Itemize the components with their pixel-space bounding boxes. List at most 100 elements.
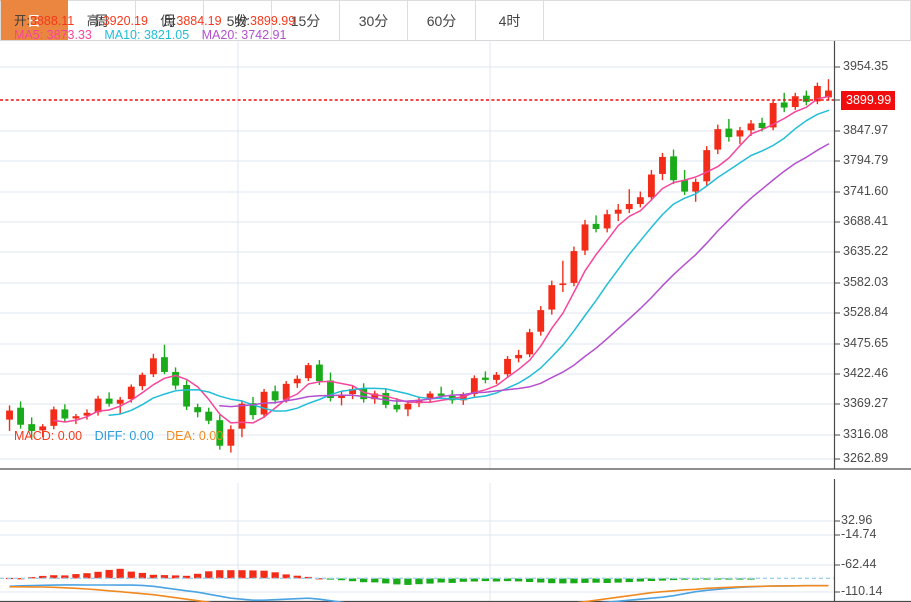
macd-histogram-bar [149, 574, 157, 579]
candle-body [758, 122, 766, 128]
candle[interactable] [216, 415, 224, 450]
candle-body [183, 385, 191, 407]
tab-3[interactable]: 5分 [204, 0, 272, 40]
candle[interactable] [670, 149, 677, 185]
macd-histogram-bar [360, 578, 368, 583]
tab-1[interactable]: 周 [68, 0, 136, 40]
candle-body [83, 412, 91, 416]
candle[interactable] [238, 401, 246, 438]
candle[interactable] [39, 424, 47, 438]
macd-histogram-bar [437, 578, 445, 583]
candle[interactable] [227, 425, 235, 453]
macd-histogram-bar [559, 578, 567, 584]
candle-body [592, 223, 600, 229]
candle-body [526, 332, 534, 355]
candle[interactable] [149, 353, 157, 378]
candle[interactable] [493, 371, 500, 384]
candle[interactable] [72, 413, 80, 425]
macd-histogram-bar [94, 571, 102, 579]
candle[interactable] [83, 409, 91, 420]
candle[interactable] [404, 401, 412, 417]
candle[interactable] [304, 362, 312, 382]
candle[interactable] [681, 169, 689, 195]
macd-histogram-bar [260, 570, 268, 579]
tab-7[interactable]: 4时 [476, 0, 544, 40]
candle-body [238, 403, 246, 429]
candle[interactable] [271, 385, 279, 404]
candle[interactable] [725, 118, 733, 142]
candle[interactable] [315, 360, 323, 386]
candle[interactable] [592, 215, 600, 233]
candle-body [127, 386, 135, 400]
macd-histogram-bar [382, 578, 390, 584]
candle[interactable] [382, 388, 390, 409]
candle[interactable] [327, 372, 334, 402]
candle[interactable] [515, 349, 523, 363]
candle[interactable] [559, 260, 567, 292]
candle[interactable] [138, 372, 146, 391]
candle-body [769, 103, 777, 128]
macd-histogram-bar [39, 575, 47, 579]
candle-body [647, 174, 655, 198]
macd-histogram-bar [216, 570, 224, 579]
candle[interactable] [94, 395, 102, 416]
candle-body [780, 102, 788, 108]
candle[interactable] [581, 219, 589, 256]
candle[interactable] [659, 152, 666, 181]
candle-body [681, 180, 689, 192]
candle[interactable] [293, 375, 301, 388]
candle[interactable] [426, 391, 434, 403]
candle[interactable] [183, 380, 191, 410]
candle[interactable] [205, 407, 213, 425]
candle[interactable] [6, 405, 13, 431]
tab-6[interactable]: 60分 [408, 0, 476, 40]
candle[interactable] [625, 189, 633, 214]
candle[interactable] [28, 417, 36, 439]
candle[interactable] [802, 90, 810, 106]
candle[interactable] [714, 124, 722, 155]
tab-5[interactable]: 30分 [340, 0, 408, 40]
tab-2[interactable]: 月 [136, 0, 204, 40]
candle-body [603, 214, 611, 229]
candle[interactable] [338, 391, 345, 406]
macd-histogram-bar [315, 578, 323, 580]
candle[interactable] [17, 401, 25, 429]
candle[interactable] [504, 356, 511, 378]
candle[interactable] [61, 404, 69, 422]
candle[interactable] [105, 392, 113, 407]
candle[interactable] [481, 371, 489, 384]
candle[interactable] [249, 396, 257, 420]
candle[interactable] [780, 92, 788, 113]
ma20-line [219, 143, 830, 408]
candle[interactable] [603, 209, 611, 233]
macd-histogram-bar [371, 578, 379, 583]
candle[interactable] [614, 204, 622, 222]
candle-body [249, 403, 257, 416]
candle[interactable] [570, 246, 578, 287]
macd-histogram-bar [138, 572, 146, 579]
candle[interactable] [692, 178, 700, 202]
candle[interactable] [548, 280, 556, 315]
candle[interactable] [703, 146, 711, 186]
candle-body [227, 429, 235, 446]
candle[interactable] [537, 306, 545, 336]
tab-4[interactable]: 15分 [272, 0, 340, 40]
macd-histogram-bar [393, 578, 401, 585]
candle[interactable] [791, 92, 799, 110]
candle[interactable] [636, 191, 644, 208]
macd-histogram-bar [614, 578, 622, 583]
candle-body [360, 388, 368, 400]
candle[interactable] [50, 406, 58, 430]
candle[interactable] [736, 126, 744, 144]
candle[interactable] [371, 390, 379, 404]
kline-chart-canvas[interactable] [0, 41, 911, 602]
candle[interactable] [161, 344, 168, 375]
candle-body [105, 398, 113, 404]
candle[interactable] [172, 367, 179, 390]
tab-0[interactable]: 日 [0, 0, 68, 40]
candle[interactable] [647, 169, 655, 201]
candle[interactable] [349, 385, 357, 400]
candle[interactable] [526, 328, 534, 358]
candle[interactable] [194, 403, 202, 418]
chart-area[interactable] [0, 41, 911, 602]
